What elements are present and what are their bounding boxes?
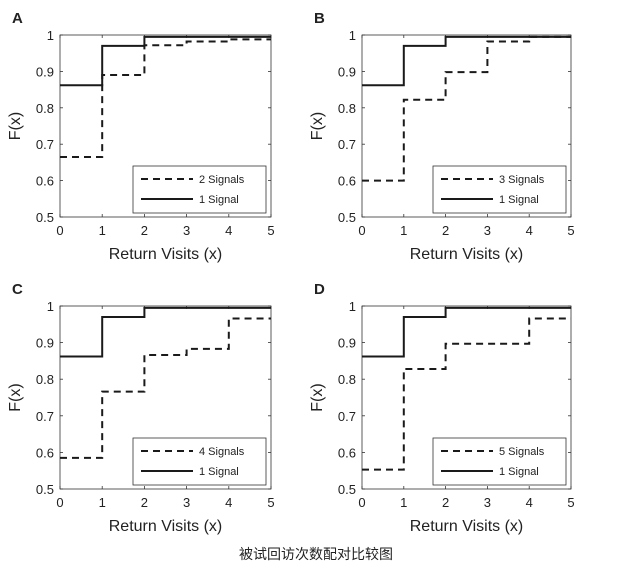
x-tick-label: 0 [358,495,365,510]
x-tick-label: 5 [267,495,274,510]
y-tick-label: 0.7 [36,137,54,152]
x-tick-label: 2 [141,495,148,510]
series-line-dashed [60,317,271,459]
panel-label: A [12,10,23,27]
x-tick-label: 2 [141,223,148,238]
x-tick-label: 4 [526,495,533,510]
y-tick-label: 0.6 [338,445,356,460]
y-tick-label: 1 [47,299,54,314]
x-tick-label: 1 [99,223,106,238]
series-line-solid [362,35,571,87]
x-axis-label: Return Visits (x) [410,518,524,535]
x-tick-label: 5 [567,495,574,510]
legend-box [132,437,267,486]
x-axis-label: Return Visits (x) [109,246,223,263]
y-axis-label: F(x) [7,383,24,411]
series-line-dashed [362,35,571,182]
y-tick-label: 1 [47,28,54,43]
figure-caption: 被试回访次数配对比较图 [239,547,393,563]
x-tick-label: 4 [225,223,232,238]
panel-label: B [314,10,325,27]
series-line-dashed [60,38,271,158]
y-tick-label: 0.7 [338,137,356,152]
y-axis-label: F(x) [7,112,24,140]
x-tick-label: 5 [267,223,274,238]
series-line-solid [60,35,271,87]
legend-label: 1 Signal [199,466,239,478]
legend-label: 4 Signals [199,446,245,458]
y-tick-label: 0.9 [36,64,54,79]
x-tick-label: 1 [400,223,407,238]
legend-label: 5 Signals [499,446,545,458]
y-tick-label: 0.5 [338,482,356,497]
y-tick-label: 0.6 [36,445,54,460]
y-tick-label: 1 [349,28,356,43]
y-tick-label: 0.5 [36,210,54,225]
y-tick-label: 1 [349,299,356,314]
y-tick-label: 0.8 [338,372,356,387]
x-tick-label: 3 [484,223,491,238]
plot-frame [361,34,572,218]
legend-label: 1 Signal [499,194,539,206]
y-tick-label: 0.9 [338,64,356,79]
y-tick-label: 0.8 [36,101,54,116]
x-tick-label: 5 [567,223,574,238]
plot-frame [361,305,572,490]
x-tick-label: 4 [526,223,533,238]
y-tick-label: 0.5 [36,482,54,497]
legend: 2 Signals 1 Signal [132,165,267,214]
x-axis-label: Return Visits (x) [410,246,524,263]
y-tick-label: 0.5 [338,210,356,225]
plot-frame [59,305,272,490]
panel-label: D [314,281,325,298]
y-axis-label: F(x) [309,112,326,140]
x-tick-label: 0 [56,223,63,238]
legend-box [132,165,267,214]
y-tick-label: 0.6 [36,174,54,189]
y-axis-label: F(x) [309,383,326,411]
legend: 3 Signals 1 Signal [432,165,567,214]
y-tick-label: 0.8 [338,101,356,116]
x-tick-label: 4 [225,495,232,510]
panel-label: C [12,281,23,298]
x-tick-label: 2 [442,223,449,238]
y-tick-label: 0.7 [338,409,356,424]
x-tick-label: 3 [183,495,190,510]
series-line-solid [60,306,271,358]
x-tick-label: 1 [99,495,106,510]
legend: 5 Signals 1 Signal [432,437,567,486]
legend-box [432,437,567,486]
legend-label: 1 Signal [499,466,539,478]
legend-label: 2 Signals [199,174,245,186]
series-line-solid [362,306,571,358]
x-tick-label: 1 [400,495,407,510]
y-tick-label: 0.9 [338,336,356,351]
y-tick-label: 0.6 [338,174,356,189]
legend-label: 1 Signal [199,194,239,206]
y-tick-label: 0.7 [36,409,54,424]
legend-box [432,165,567,214]
x-tick-label: 3 [183,223,190,238]
series-line-dashed [362,317,571,471]
x-tick-label: 2 [442,495,449,510]
y-tick-label: 0.8 [36,372,54,387]
y-tick-label: 0.9 [36,336,54,351]
legend: 4 Signals 1 Signal [132,437,267,486]
x-tick-label: 3 [484,495,491,510]
x-tick-label: 0 [56,495,63,510]
legend-label: 3 Signals [499,174,545,186]
x-tick-label: 0 [358,223,365,238]
plot-frame [59,34,272,218]
x-axis-label: Return Visits (x) [109,518,223,535]
